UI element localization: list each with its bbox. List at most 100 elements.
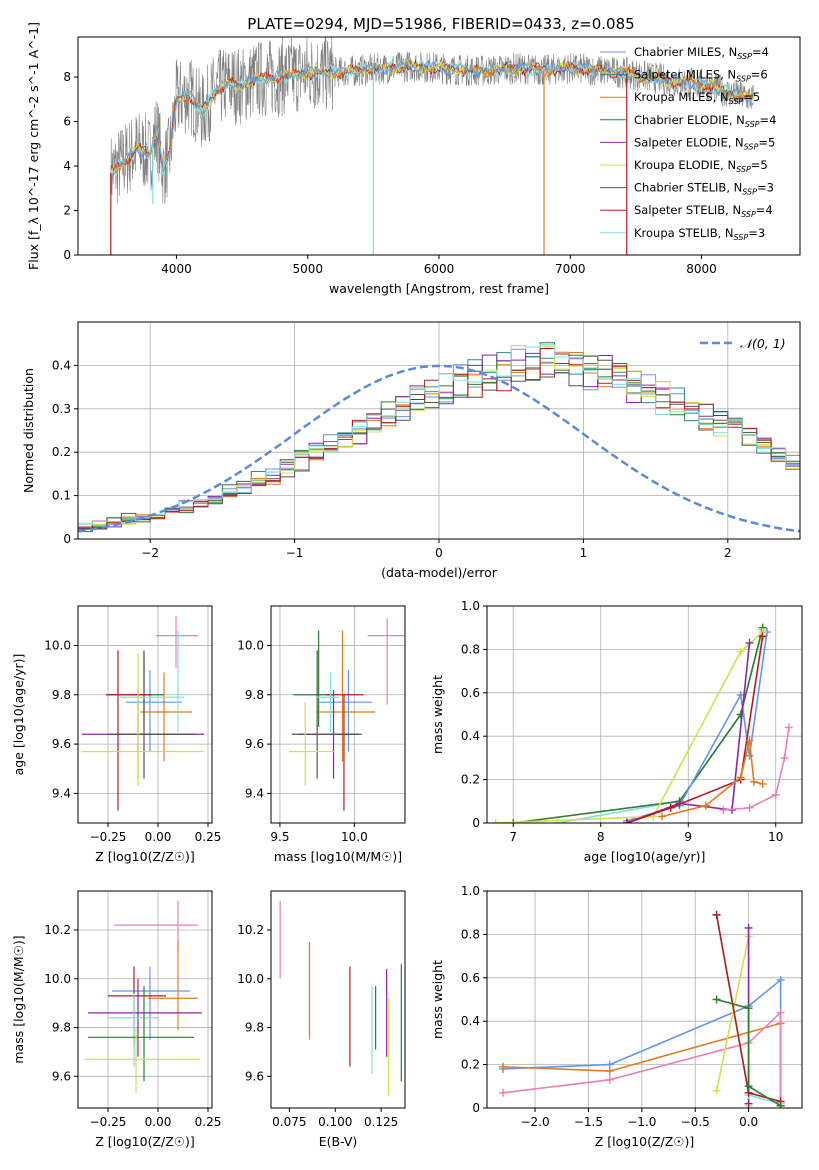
y-tick-label: 0.4 — [461, 729, 480, 743]
weight-marker — [701, 801, 710, 810]
mass_vs_Z-panel: −0.25 0.00 0.25 9.6 9.8 10.0 10.2 Z [log10(Z/Z☉… — [11, 890, 221, 1149]
weight_vs_age-panel: 7 8 9 10 0 0.2 0.4 0.6 0.8 1.0 age [log10(age/yr)]… — [430, 599, 803, 864]
weight-marker — [744, 923, 753, 932]
mass_vs_EBV-panel: 0.075 0.100 0.125 9.6 9.8 10.0 10.2 E(B-V) — [237, 890, 406, 1149]
weight-marker — [776, 975, 785, 984]
histogram-chabrier_elodie — [78, 342, 800, 533]
weight-marker — [776, 1008, 785, 1017]
legend-label: Kroupa STELIB, NSSP=3 — [634, 226, 765, 242]
x-tick-label: 0.00 — [145, 1115, 172, 1129]
weight-marker — [605, 1075, 614, 1084]
x-tick-label: 0.00 — [145, 830, 172, 844]
figure-title: PLATE=0294, MJD=51986, FIBERID=0433, z=0… — [247, 15, 634, 33]
y-tick-label: 8 — [63, 70, 71, 84]
axes-frame — [77, 605, 213, 824]
weight-marker — [758, 779, 767, 788]
age_vs_Z-panel: −0.25 0.00 0.25 9.4 9.6 9.8 10.0 Z [log10(Z/Z☉)… — [11, 605, 222, 864]
x-tick-label: 0 — [435, 546, 443, 560]
model-spectrum-chabrier_miles — [110, 59, 754, 179]
legend-label: Kroupa MILES, NSSP=5 — [634, 90, 760, 106]
weight-line-kroupa_elodie — [495, 631, 764, 823]
y-tick-label: 9.8 — [52, 1021, 71, 1035]
weight-marker — [712, 910, 721, 919]
weight-lines — [499, 910, 785, 1108]
y-tick-label: 0.8 — [461, 642, 480, 656]
x-tick-label: −0.25 — [90, 1115, 127, 1129]
x-tick-label: 0.25 — [195, 830, 222, 844]
x-tick-label: 7000 — [555, 262, 586, 276]
x-tick-label: 0.075 — [272, 1115, 306, 1129]
y-tick-label: 9.6 — [245, 1069, 264, 1083]
weight-marker — [509, 819, 518, 823]
x-tick-label: 10.0 — [341, 830, 368, 844]
y-tick-label: 10.2 — [44, 923, 71, 937]
y-tick-label: 0.2 — [461, 773, 480, 787]
x-tick-label: −0.5 — [681, 1115, 710, 1129]
spectrum-lines — [110, 37, 755, 255]
spectrum-legend: Chabrier MILES, NSSP=4 Salpeter MILES, NS… — [600, 45, 776, 242]
weight-marker — [736, 647, 745, 656]
weight-marker — [712, 1086, 721, 1095]
legend-label: Salpeter MILES, NSSP=6 — [634, 68, 768, 84]
y-tick-label: 9.8 — [245, 688, 264, 702]
y-tick-label: 10.0 — [44, 638, 71, 652]
y-tick-label: 0.8 — [461, 927, 480, 941]
x-tick-label: −2 — [141, 546, 159, 560]
errorbars — [82, 615, 204, 811]
legend-label: Chabrier MILES, NSSP=4 — [634, 45, 769, 61]
weight-marker — [499, 1062, 508, 1071]
histogram-kroupa_stelib — [78, 344, 800, 525]
weight-marker — [658, 812, 666, 821]
y-tick-label: 0.2 — [461, 1058, 480, 1072]
x-tick-label: 1 — [580, 546, 588, 560]
axes-frame — [270, 605, 406, 824]
y-axis-label: Flux [f_λ 10^-17 erg cm^-2 s^-1 A^-1] — [26, 22, 41, 270]
weight-marker — [771, 790, 780, 799]
legend-label: Salpeter ELODIE, NSSP=5 — [634, 135, 775, 151]
x-tick-label: 8000 — [686, 262, 717, 276]
residuals-legend: 𝒩(0, 1) — [700, 336, 786, 351]
y-tick-label: 9.6 — [52, 737, 71, 751]
weight-marker — [784, 723, 793, 732]
y-tick-label: 0.4 — [52, 358, 71, 372]
weight-line-salpeter_stelib — [626, 636, 764, 823]
weight_vs_Z-panel: −2.0 −1.5 −1.0 −0.5 0.0 0 0.2 0.4 0.6 0.8 1.0 Z [lo… — [430, 884, 803, 1149]
errorbars — [84, 900, 202, 1094]
histogram-salpeter_stelib — [78, 348, 800, 529]
x-tick-label: 2 — [724, 546, 732, 560]
weight-marker — [491, 819, 500, 823]
y-axis-label: mass [log10(M/M☉)] — [11, 935, 26, 1063]
x-tick-label: 0.0 — [739, 1115, 758, 1129]
x-tick-label: 5000 — [292, 262, 323, 276]
y-tick-label: 9.8 — [52, 688, 71, 702]
y-tick-label: 9.4 — [52, 786, 71, 800]
x-tick-label: 8 — [597, 830, 605, 844]
weight-marker — [499, 1088, 508, 1097]
y-tick-label: 0 — [472, 816, 480, 830]
weight-marker — [719, 805, 728, 814]
y-tick-label: 2 — [63, 204, 71, 218]
y-tick-label: 0.6 — [461, 686, 480, 700]
weight-marker — [605, 1067, 614, 1076]
weight-marker — [736, 773, 745, 782]
x-axis-label: Z [log10(Z/Z☉)] — [595, 1134, 695, 1149]
weight-marker — [749, 777, 758, 786]
axes-frame — [270, 890, 406, 1109]
legend-label: 𝒩(0, 1) — [740, 336, 786, 351]
weight-marker — [745, 803, 754, 812]
spectrum-panel: 4000 5000 6000 7000 8000 0 2 4 6 8 wavelength [Ang… — [26, 22, 801, 296]
y-tick-label: 0.1 — [52, 489, 71, 503]
weight-marker — [666, 803, 675, 812]
x-tick-label: −1 — [286, 546, 304, 560]
y-tick-label: 0 — [63, 532, 71, 546]
y-tick-label: 0 — [63, 248, 71, 262]
x-axis-label: (data-model)/error — [381, 565, 498, 580]
y-tick-label: 10.0 — [237, 972, 264, 986]
x-tick-label: 6000 — [424, 262, 455, 276]
y-tick-label: 6 — [63, 115, 71, 129]
weight-marker — [744, 1099, 753, 1108]
errorbars — [279, 900, 402, 1096]
axes-frame — [486, 890, 803, 1109]
